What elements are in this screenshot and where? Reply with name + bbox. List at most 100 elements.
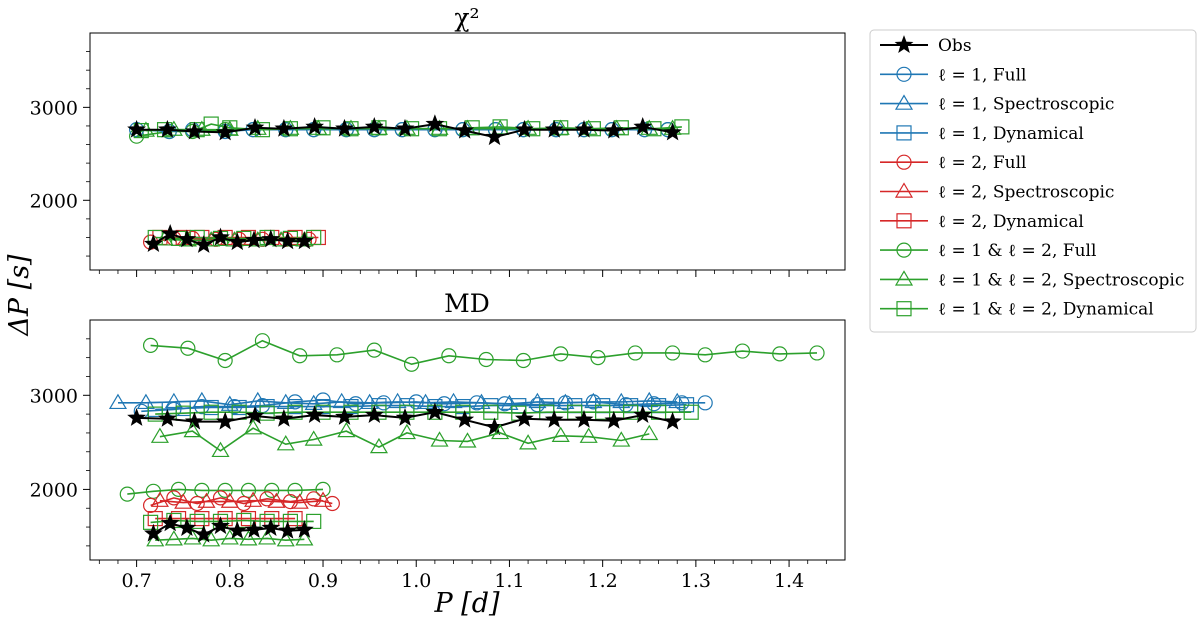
data-point bbox=[215, 122, 235, 141]
data-point bbox=[259, 491, 275, 507]
data-point bbox=[485, 127, 504, 146]
legend: Obs ℓ = 1, Full ℓ = 1, Spectroscopic ℓ = 1,… bbox=[880, 35, 1184, 320]
data-point bbox=[664, 345, 681, 361]
data-point bbox=[274, 408, 294, 427]
data-point bbox=[278, 231, 298, 250]
data-point bbox=[150, 491, 169, 507]
series-md-6 bbox=[150, 419, 659, 458]
legend-item: ℓ = 1 & ℓ = 2, Dynamical bbox=[880, 300, 1154, 320]
series-chi2-4 bbox=[127, 114, 682, 146]
legend-marker bbox=[894, 270, 914, 286]
legend-item: ℓ = 1, Full bbox=[880, 65, 1026, 85]
data-point bbox=[127, 119, 147, 138]
data-point bbox=[315, 481, 331, 498]
data-point bbox=[640, 424, 659, 441]
x-tick-label: 1.3 bbox=[681, 570, 711, 592]
data-point bbox=[142, 514, 159, 530]
legend-label: ℓ = 1 & ℓ = 2, Dynamical bbox=[938, 300, 1154, 320]
panel-title-md: MD bbox=[444, 289, 490, 318]
data-point bbox=[574, 119, 594, 138]
data-point bbox=[646, 121, 662, 137]
data-point bbox=[189, 495, 205, 512]
series-md-0 bbox=[142, 333, 825, 372]
data-point bbox=[633, 405, 653, 423]
x-tick-label: 1.2 bbox=[588, 570, 618, 592]
legend-item: ℓ = 1, Spectroscopic bbox=[880, 94, 1114, 115]
data-point bbox=[335, 407, 354, 425]
data-point bbox=[184, 121, 204, 140]
series-line bbox=[127, 488, 324, 495]
data-point bbox=[261, 229, 281, 248]
data-point bbox=[194, 482, 210, 498]
data-point bbox=[612, 392, 631, 409]
series-chi2-9 bbox=[143, 223, 314, 253]
panel-title-chi2: χ² bbox=[454, 3, 479, 32]
data-point bbox=[240, 510, 257, 527]
y-tick-label: 2000 bbox=[30, 190, 78, 212]
data-point bbox=[236, 495, 252, 512]
data-point bbox=[276, 531, 295, 547]
data-point bbox=[227, 232, 247, 251]
data-point bbox=[305, 405, 325, 423]
data-point bbox=[236, 512, 252, 529]
data-point bbox=[528, 392, 547, 409]
data-point bbox=[544, 119, 564, 138]
data-point bbox=[164, 530, 183, 546]
data-point bbox=[360, 393, 379, 410]
data-point bbox=[240, 482, 257, 498]
data-point bbox=[278, 520, 298, 539]
data-point bbox=[403, 356, 420, 372]
data-point bbox=[734, 343, 751, 359]
data-point bbox=[697, 347, 713, 363]
data-point bbox=[604, 120, 624, 139]
data-point bbox=[258, 529, 277, 545]
legend-frame bbox=[869, 29, 1197, 333]
data-point bbox=[194, 510, 210, 527]
data-point bbox=[455, 409, 475, 428]
data-point bbox=[455, 120, 475, 139]
legend-item: ℓ = 2, Spectroscopic bbox=[880, 182, 1114, 203]
legend-label: Obs bbox=[938, 36, 972, 56]
data-point bbox=[119, 486, 135, 502]
series-line bbox=[159, 499, 324, 504]
series-line bbox=[150, 339, 818, 366]
data-point bbox=[287, 404, 303, 420]
data-point bbox=[306, 491, 322, 507]
data-point bbox=[245, 406, 265, 424]
data-point bbox=[183, 421, 202, 438]
data-point bbox=[220, 492, 239, 508]
x-tick-label: 1.1 bbox=[494, 570, 524, 592]
data-point bbox=[337, 421, 356, 438]
data-point bbox=[458, 432, 477, 448]
data-point bbox=[595, 404, 611, 420]
data-point bbox=[143, 523, 163, 542]
data-point bbox=[292, 348, 308, 364]
data-point bbox=[590, 350, 606, 366]
data-point bbox=[287, 510, 303, 527]
data-point bbox=[436, 396, 452, 412]
legend-label: ℓ = 1, Spectroscopic bbox=[938, 95, 1114, 115]
data-point bbox=[177, 518, 197, 536]
data-point bbox=[227, 520, 247, 539]
series-md-5 bbox=[127, 402, 682, 436]
series-md-12 bbox=[146, 529, 314, 547]
data-point bbox=[177, 229, 197, 248]
data-point bbox=[663, 411, 682, 430]
data-point bbox=[161, 123, 177, 140]
data-point bbox=[612, 431, 631, 447]
data-point bbox=[585, 394, 601, 410]
data-point bbox=[217, 482, 233, 498]
data-point bbox=[683, 404, 699, 420]
data-point bbox=[160, 223, 180, 242]
data-point bbox=[142, 337, 159, 354]
data-point bbox=[338, 122, 354, 138]
data-point bbox=[444, 392, 463, 409]
data-point bbox=[174, 493, 193, 509]
data-point bbox=[640, 391, 659, 408]
legend-item: Obs bbox=[880, 35, 972, 56]
data-point bbox=[226, 398, 243, 415]
data-point bbox=[674, 119, 690, 135]
data-point bbox=[369, 437, 388, 454]
data-point bbox=[222, 120, 238, 136]
data-point bbox=[194, 398, 210, 415]
